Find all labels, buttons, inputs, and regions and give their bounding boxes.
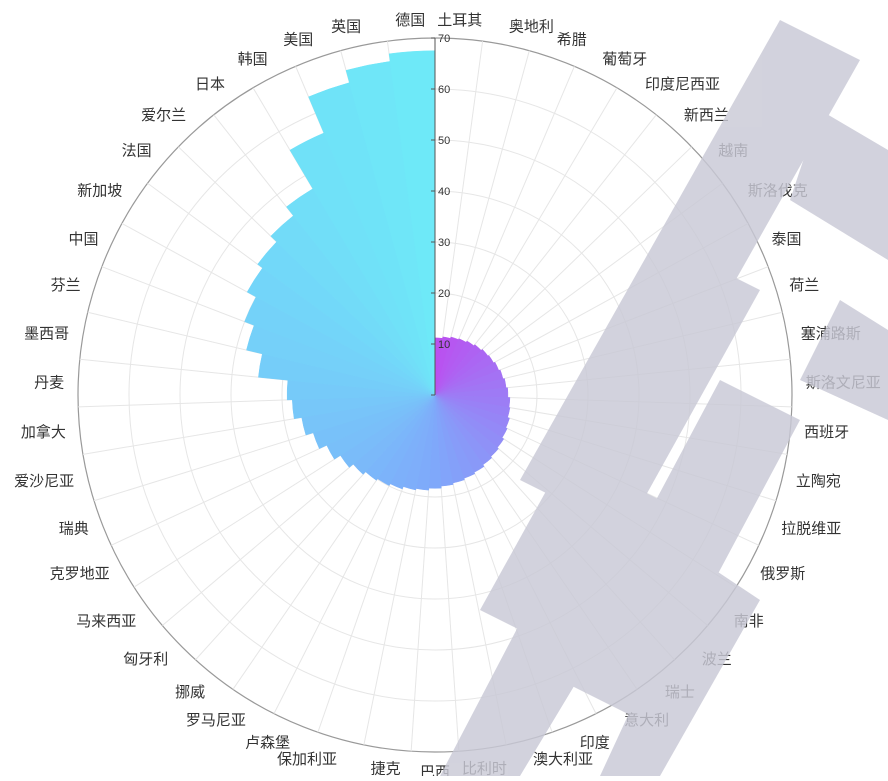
category-label: 罗马尼亚 [186, 712, 246, 729]
category-label: 西班牙 [804, 424, 849, 441]
category-label: 爱沙尼亚 [14, 473, 74, 490]
category-label: 泰国 [772, 231, 802, 248]
category-label: 印度尼西亚 [645, 76, 720, 93]
radial-tick-label: 60 [438, 84, 450, 96]
category-label: 中国 [68, 231, 98, 248]
category-label: 克罗地亚 [50, 565, 110, 582]
category-label: 英国 [331, 17, 361, 35]
category-label: 澳大利亚 [533, 751, 593, 768]
category-label: 墨西哥 [24, 325, 69, 342]
category-label: 法国 [122, 143, 152, 160]
category-label: 希腊 [557, 32, 587, 49]
category-label: 新加坡 [77, 182, 122, 199]
watermark [440, 20, 888, 776]
category-label: 印度 [580, 735, 610, 752]
category-label: 荷兰 [789, 277, 819, 294]
watermark-block [800, 300, 888, 420]
category-label: 土耳其 [437, 12, 482, 29]
category-label: 美国 [283, 32, 313, 49]
category-label: 爱尔兰 [141, 107, 186, 124]
watermark-block [790, 110, 888, 260]
category-label: 拉脱维亚 [781, 520, 841, 537]
category-label: 卢森堡 [245, 735, 290, 752]
bar-layer [244, 50, 511, 491]
axis-layer: 10 20 30 40 50 60 70 [431, 33, 450, 396]
radial-tick-label: 10 [438, 339, 450, 351]
radial-tick-label: 30 [438, 237, 450, 249]
category-label: 捷克 [371, 761, 401, 776]
category-label: 加拿大 [21, 423, 66, 441]
watermark-block [560, 380, 800, 720]
category-label: 日本 [195, 76, 225, 93]
category-label: 瑞典 [59, 520, 89, 537]
category-label: 新西兰 [684, 107, 729, 124]
watermark-block [480, 250, 760, 650]
category-label: 葡萄牙 [602, 51, 647, 68]
category-label: 匈牙利 [123, 651, 168, 668]
category-label: 丹麦 [34, 375, 64, 392]
category-label: 立陶宛 [796, 473, 841, 490]
watermark-block [600, 560, 760, 776]
category-label: 韩国 [238, 51, 268, 68]
grid-spoke [434, 41, 484, 396]
watermark-block [440, 470, 680, 776]
category-label: 保加利亚 [277, 751, 337, 768]
category-label: 德国 [395, 11, 425, 29]
radial-tick-label: 50 [438, 135, 450, 147]
category-label: 挪威 [175, 684, 205, 701]
radial-tick-label: 70 [438, 33, 450, 45]
category-label: 马来西亚 [76, 613, 136, 630]
radial-tick-label: 40 [438, 186, 450, 198]
category-label: 奥地利 [509, 18, 554, 35]
category-label: 俄罗斯 [760, 565, 805, 582]
category-label: 芬兰 [51, 277, 81, 294]
label-layer: 土耳其奥地利希腊葡萄牙印度尼西亚新西兰越南斯洛伐克泰国荷兰塞浦路斯斯洛文尼亚西班… [14, 11, 881, 781]
radial-tick-label: 20 [438, 288, 450, 300]
